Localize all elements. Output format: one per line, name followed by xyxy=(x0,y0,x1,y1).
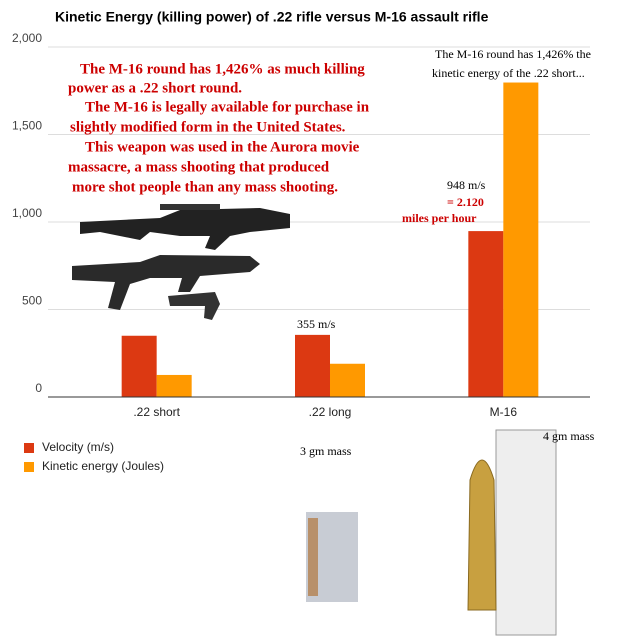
annotation: The M-16 round has 1,426% as much killin… xyxy=(80,61,365,77)
legend-label: Kinetic energy (Joules) xyxy=(42,459,164,473)
annotation: 355 m/s xyxy=(297,317,336,331)
bar xyxy=(156,374,192,397)
annotation: power as a .22 short round. xyxy=(68,80,242,96)
annotation: massacre, a mass shooting that produced xyxy=(68,159,330,175)
legend-swatch xyxy=(24,443,34,453)
bar xyxy=(330,363,365,397)
bar xyxy=(503,82,539,398)
x-tick-label: .22 long xyxy=(309,405,352,419)
annotation: miles per hour xyxy=(402,211,477,225)
annotation: = 2.120 xyxy=(447,195,484,209)
x-tick-label: .22 short xyxy=(133,405,180,419)
bar xyxy=(121,335,157,397)
annotation: slightly modified form in the United Sta… xyxy=(70,119,346,135)
y-tick-label: 1,000 xyxy=(12,206,42,220)
annotation: 948 m/s xyxy=(447,178,486,192)
y-tick-label: 2,000 xyxy=(12,31,42,45)
annotation: This weapon was used in the Aurora movie xyxy=(85,139,360,155)
annotation: kinetic energy of the .22 short... xyxy=(432,66,585,80)
chart-title: Kinetic Energy (killing power) of .22 ri… xyxy=(55,9,489,25)
y-tick-label: 1,500 xyxy=(12,119,42,133)
annotation: The M-16 round has 1,426% the xyxy=(435,47,591,61)
rifle-images xyxy=(72,204,290,320)
x-tick-label: M-16 xyxy=(490,405,518,419)
y-tick-label: 0 xyxy=(35,381,42,395)
legend-label: Velocity (m/s) xyxy=(42,440,114,454)
annotation: 3 gm mass xyxy=(300,444,352,458)
y-tick-label: 500 xyxy=(22,294,42,308)
bar xyxy=(295,334,330,397)
annotations: The M-16 round has 1,426% as much killin… xyxy=(68,47,595,458)
bullet-images xyxy=(306,429,557,636)
bar xyxy=(468,231,504,397)
annotation: 4 gm mass xyxy=(543,429,595,443)
annotation: more shot people than any mass shooting. xyxy=(72,179,338,195)
legend-swatch xyxy=(24,462,34,472)
annotation: The M-16 is legally available for purcha… xyxy=(85,99,370,115)
